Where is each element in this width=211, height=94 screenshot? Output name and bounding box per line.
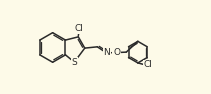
- Text: N: N: [103, 48, 110, 57]
- Text: Cl: Cl: [75, 24, 84, 33]
- Text: S: S: [72, 58, 77, 67]
- Text: O: O: [113, 48, 120, 57]
- Text: Cl: Cl: [143, 60, 152, 69]
